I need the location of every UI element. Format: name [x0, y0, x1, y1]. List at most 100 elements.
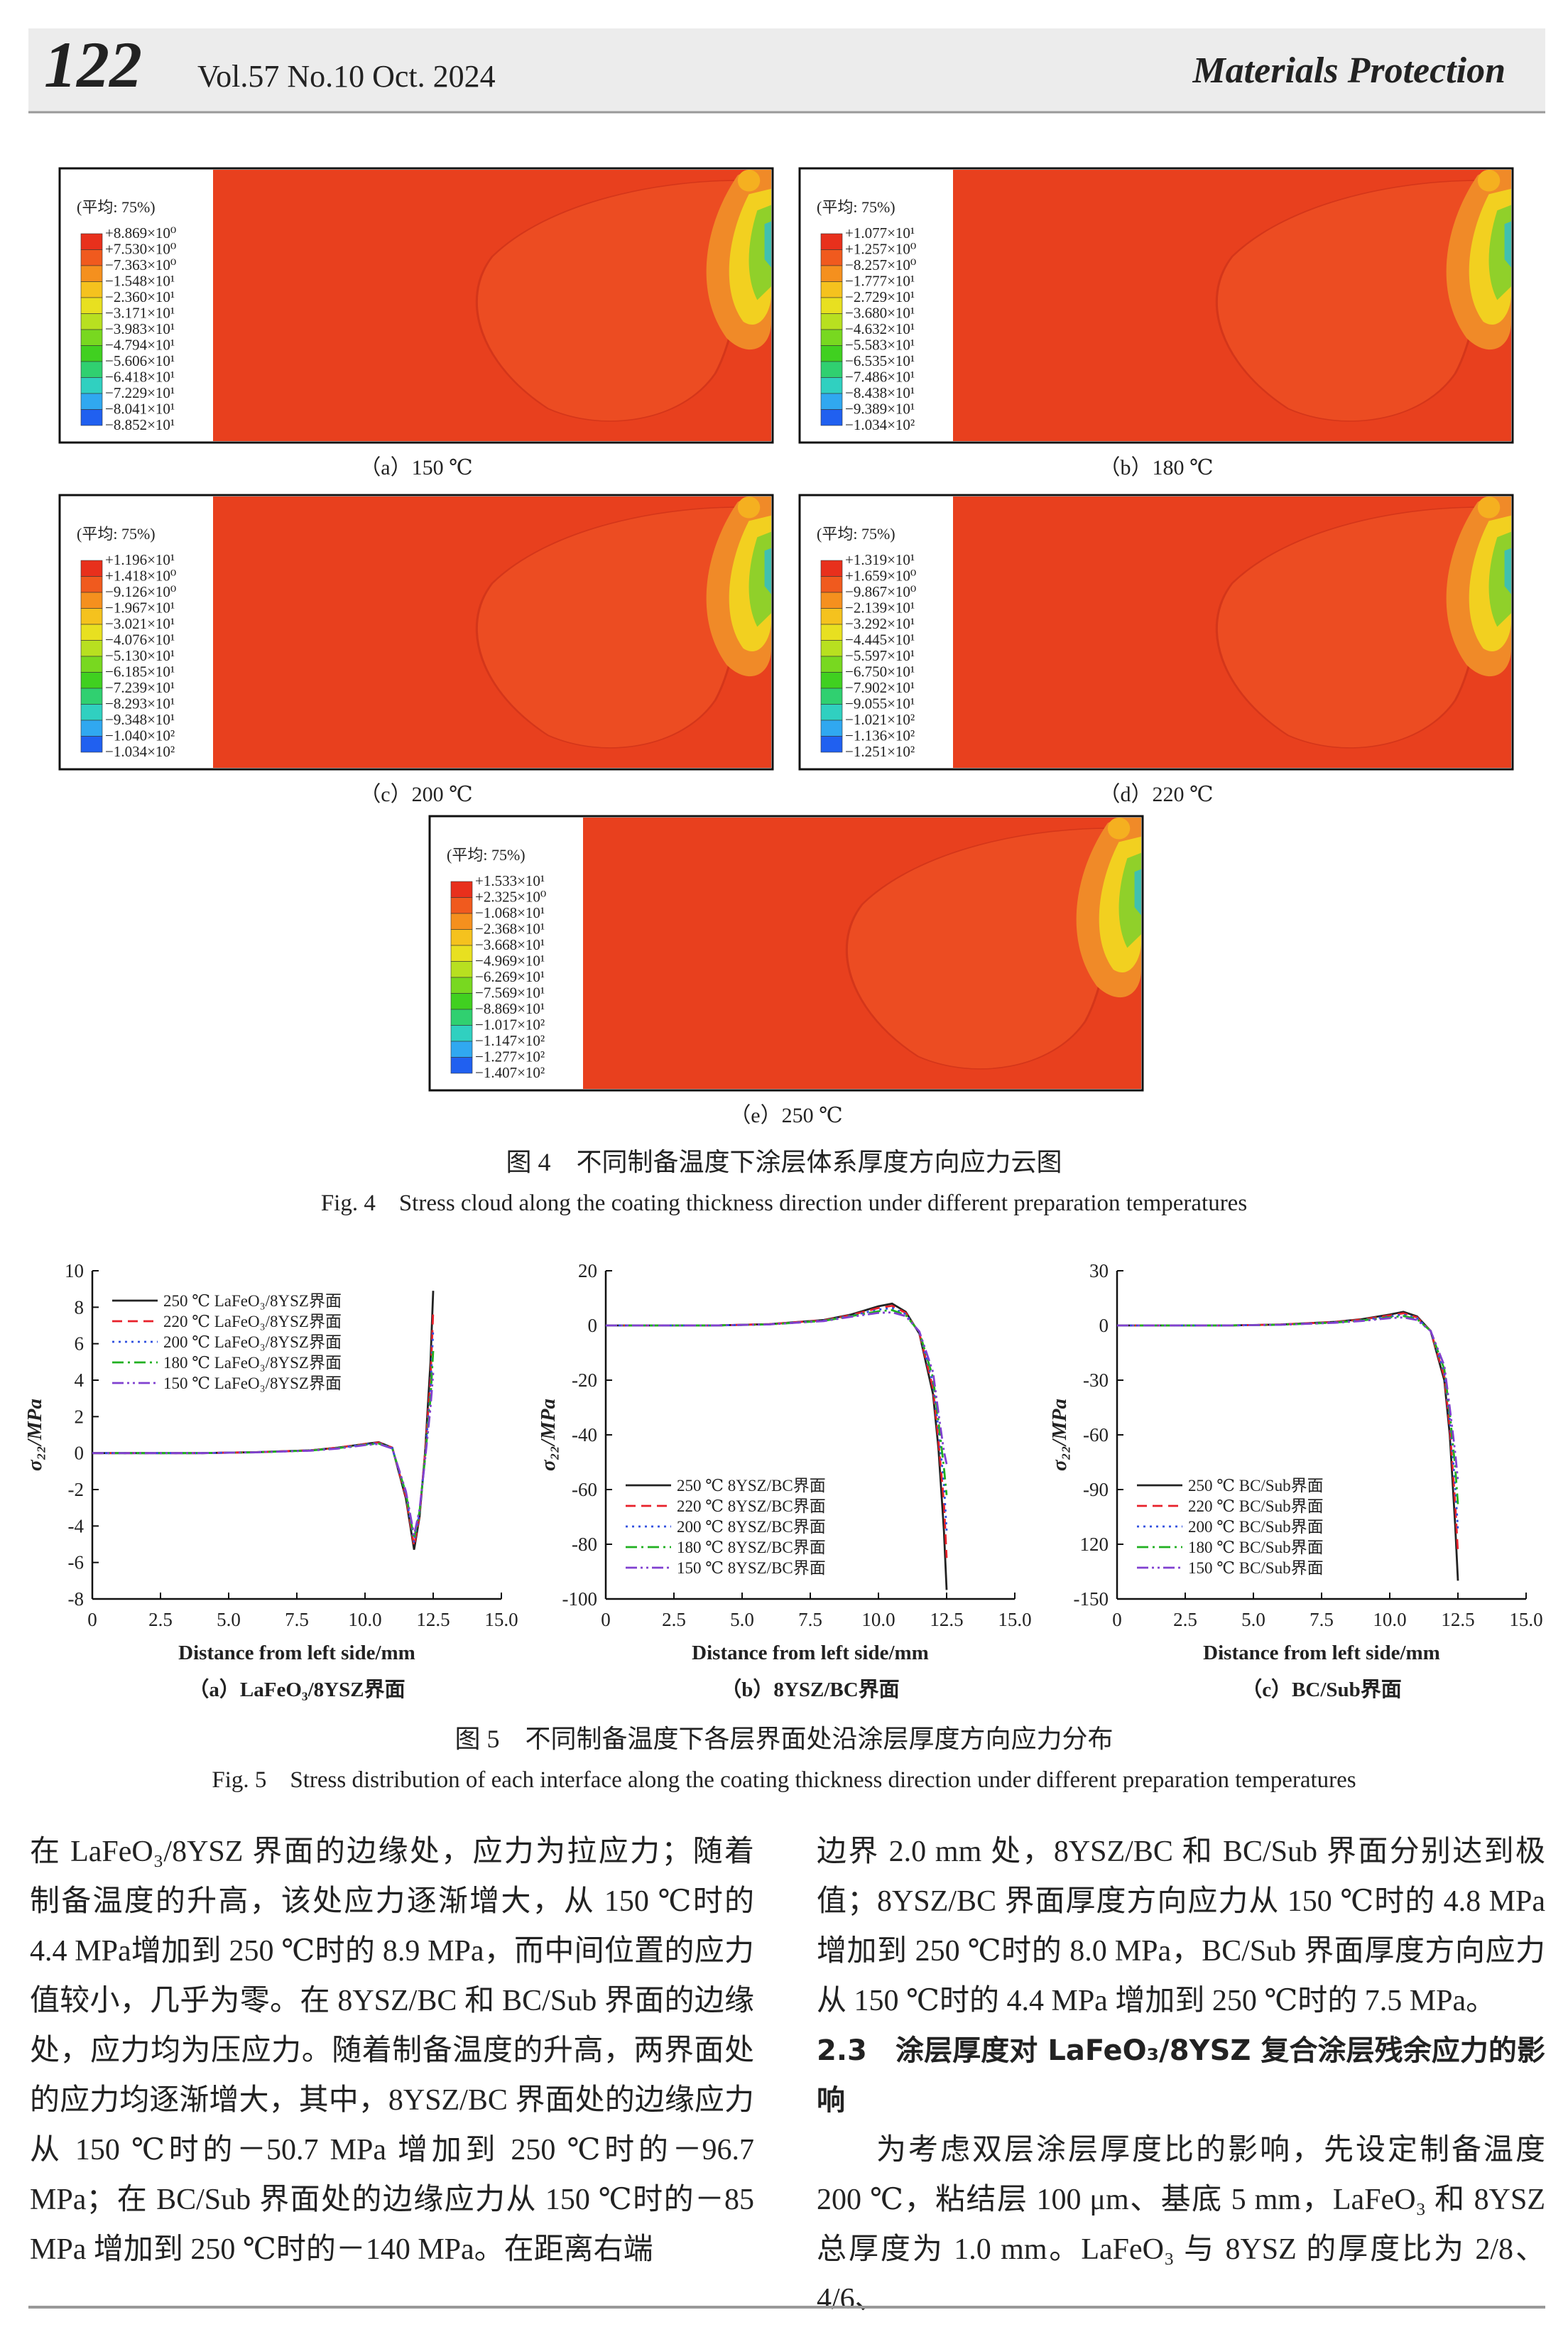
- x-tick-label: 5.0: [730, 1609, 754, 1630]
- x-tick-label: 2.5: [148, 1609, 173, 1630]
- level-label: −1.021×10²: [845, 711, 915, 728]
- color-band: [80, 720, 103, 737]
- x-tick-label: 2.5: [662, 1609, 686, 1630]
- y-tick-label: -4: [68, 1515, 85, 1536]
- fig5-caption-en: Fig. 5 Stress distribution of each inter…: [212, 1767, 1356, 1793]
- color-band: [80, 313, 103, 330]
- field-cyan: [764, 548, 771, 595]
- level-label: −6.535×10¹: [845, 352, 915, 369]
- level-label: −1.277×10²: [475, 1048, 545, 1065]
- level-label: −1.068×10¹: [475, 904, 545, 921]
- color-band: [80, 409, 103, 426]
- level-label: −1.777×10¹: [845, 273, 915, 290]
- level-label: −4.794×10¹: [105, 337, 175, 354]
- color-band: [820, 313, 843, 330]
- color-band: [820, 656, 843, 673]
- y-axis-label: σ₂₂/MPa: [1048, 1399, 1071, 1471]
- level-label: −8.257×10⁰: [845, 256, 916, 273]
- legend-title: (平均: 75%): [817, 525, 895, 543]
- legend-label: 150 ℃ 8YSZ/BC界面: [677, 1559, 826, 1577]
- color-band: [820, 233, 843, 250]
- level-label: −7.363×10⁰: [105, 256, 176, 273]
- level-label: −3.680×10¹: [845, 305, 915, 322]
- legend-label: 180 ℃ LaFeO₃/8YSZ界面: [163, 1354, 342, 1372]
- legend-label: 220 ℃ LaFeO₃/8YSZ界面: [163, 1313, 342, 1330]
- y-tick-label: 120: [1080, 1534, 1109, 1555]
- x-tick-label: 12.5: [416, 1609, 450, 1630]
- x-tick-label: 15.0: [998, 1609, 1031, 1630]
- series-line: [1117, 1316, 1459, 1481]
- x-tick-label: 15.0: [484, 1609, 518, 1630]
- legend-label: 200 ℃ BC/Sub界面: [1188, 1518, 1324, 1536]
- header-band: [28, 28, 1545, 112]
- color-band: [80, 576, 103, 593]
- fig5-caption-cn: 图 5 不同制备温度下各层界面处沿涂层厚度方向应力分布: [454, 1725, 1113, 1753]
- color-band: [80, 736, 103, 753]
- level-label: +1.418×10⁰: [105, 568, 176, 585]
- level-label: −4.632×10¹: [845, 320, 915, 337]
- x-tick-label: 5.0: [1241, 1609, 1265, 1630]
- level-label: −8.869×10¹: [475, 1000, 545, 1017]
- color-band: [450, 881, 473, 898]
- level-label: −9.389×10¹: [845, 401, 915, 418]
- x-tick-label: 10.0: [1373, 1609, 1406, 1630]
- color-band: [450, 897, 473, 914]
- level-label: −5.583×10¹: [845, 337, 915, 354]
- level-label: −9.055×10¹: [845, 695, 915, 712]
- color-band: [450, 929, 473, 946]
- left-column: 在 LaFeO₃/8YSZ 界面的边缘处，应力为拉应力；随着制备温度的升高，该处…: [30, 1827, 754, 2274]
- y-tick-label: 0: [588, 1315, 598, 1336]
- figures: 122 Vol.57 No.10 Oct. 2024 Materials Pro…: [23, 28, 1545, 1793]
- color-band: [80, 377, 103, 394]
- level-label: −1.034×10²: [105, 743, 175, 760]
- x-tick-label: 12.5: [1441, 1609, 1474, 1630]
- field-cap: [1477, 497, 1501, 519]
- level-label: −1.407×10²: [475, 1064, 545, 1081]
- y-tick-label: -100: [562, 1588, 598, 1610]
- level-label: −3.021×10¹: [105, 615, 175, 632]
- level-label: −4.969×10¹: [475, 953, 545, 970]
- level-label: −3.292×10¹: [845, 615, 915, 632]
- field-cap: [1477, 170, 1501, 192]
- color-band: [80, 624, 103, 641]
- x-axis-label: Distance from left side/mm: [1203, 1642, 1440, 1664]
- panel-caption: （e）250 ℃: [729, 1104, 842, 1127]
- legend-label: 180 ℃ BC/Sub界面: [1188, 1539, 1324, 1556]
- color-band: [820, 592, 843, 609]
- paragraph: 为考虑双层涂层厚度比的影响，先设定制备温度 200 ℃，粘结层 100 μm、基…: [817, 2134, 1545, 2316]
- panel-caption: （d）220 ℃: [1099, 783, 1213, 806]
- legend-label: 220 ℃ 8YSZ/BC界面: [677, 1497, 826, 1515]
- level-label: +1.257×10⁰: [845, 241, 916, 258]
- legend-title: (平均: 75%): [817, 198, 895, 216]
- color-band: [820, 281, 843, 298]
- level-label: −2.360×10¹: [105, 288, 175, 305]
- y-axis-label: σ₂₂/MPa: [537, 1399, 560, 1471]
- level-label: −5.130×10¹: [105, 647, 175, 664]
- color-band: [80, 233, 103, 250]
- y-tick-label: -60: [1083, 1424, 1109, 1446]
- legend-label: 250 ℃ 8YSZ/BC界面: [677, 1477, 826, 1495]
- right-column: 边界 2.0 mm 处，8YSZ/BC 和 BC/Sub 界面分别达到极值；8Y…: [817, 1827, 1545, 2324]
- x-tick-label: 0: [1112, 1609, 1122, 1630]
- level-label: −7.229×10¹: [105, 384, 175, 401]
- y-tick-label: -30: [1083, 1370, 1109, 1391]
- color-band: [820, 560, 843, 577]
- color-band: [80, 656, 103, 673]
- color-band: [450, 945, 473, 962]
- y-tick-label: -8: [68, 1588, 85, 1610]
- color-band: [820, 672, 843, 689]
- y-tick-label: -90: [1083, 1479, 1109, 1500]
- series-line: [92, 1372, 435, 1536]
- level-label: −7.239×10¹: [105, 679, 175, 696]
- color-band: [80, 297, 103, 314]
- color-band: [80, 608, 103, 625]
- color-band: [80, 704, 103, 721]
- level-label: −1.548×10¹: [105, 273, 175, 290]
- color-band: [820, 345, 843, 362]
- level-label: −7.486×10¹: [845, 369, 915, 386]
- color-band: [80, 560, 103, 577]
- legend-label: 200 ℃ 8YSZ/BC界面: [677, 1518, 826, 1536]
- x-tick-label: 7.5: [285, 1609, 309, 1630]
- legend-label: 200 ℃ LaFeO₃/8YSZ界面: [163, 1333, 342, 1351]
- color-band: [80, 640, 103, 657]
